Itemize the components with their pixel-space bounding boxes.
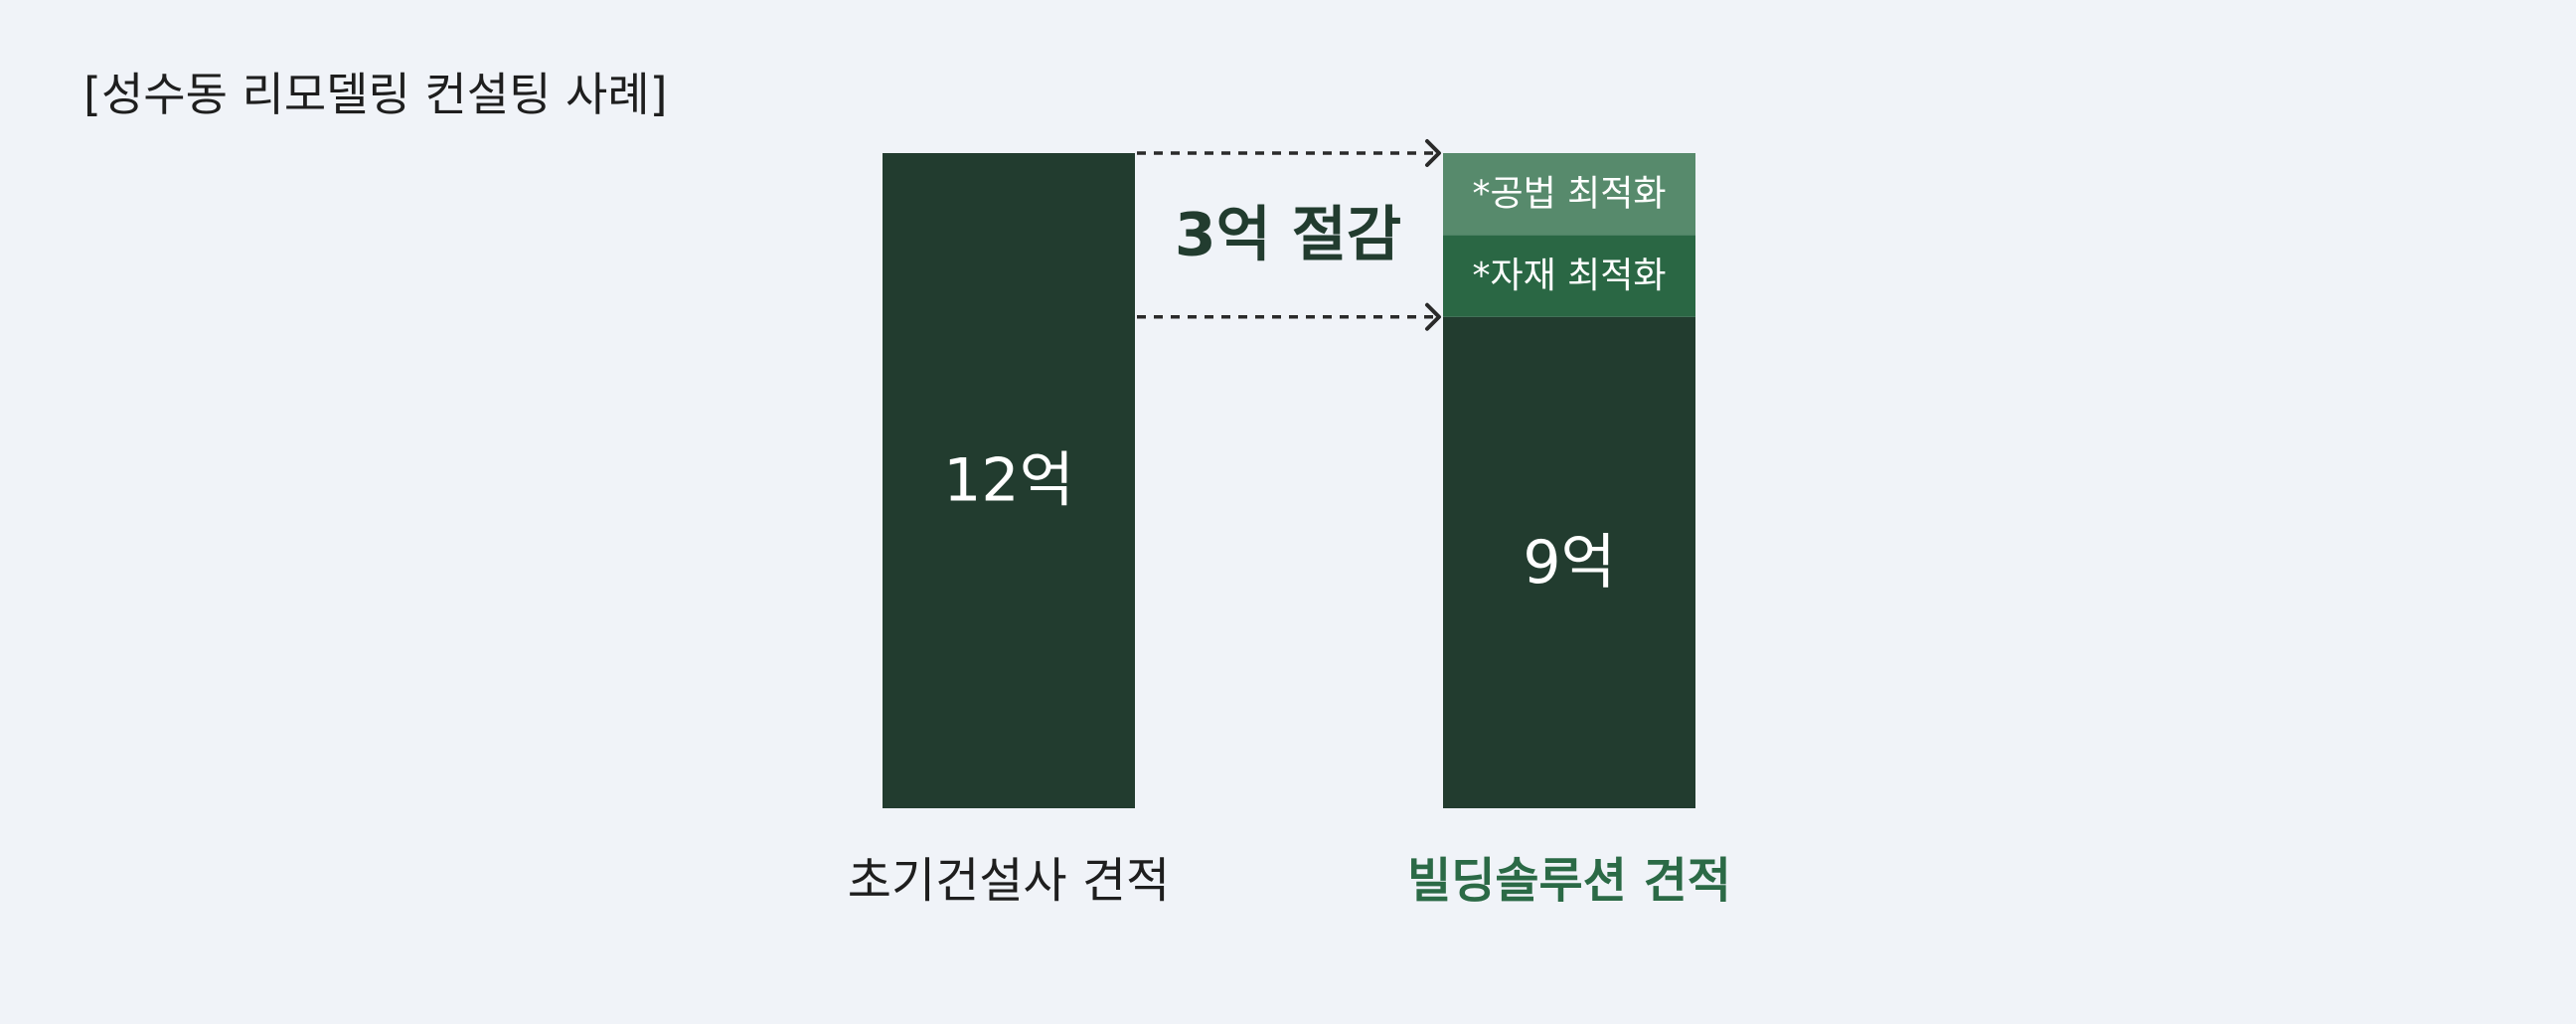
bar-segment-2 <box>1443 153 1695 236</box>
segment-label: *자재 최적화 <box>1472 256 1666 296</box>
saving-guides <box>1137 139 1441 331</box>
page-title: [성수동 리모델링 컨설팅 사례] <box>83 68 668 121</box>
saving-annotation: 3억 절감 <box>1175 200 1401 269</box>
bar-value-label: 12억 <box>943 446 1074 516</box>
bar-value-label: 9억 <box>1523 528 1615 597</box>
arrow-right-icon <box>1425 302 1441 331</box>
chart-bars <box>883 153 1695 808</box>
bar-segment-1 <box>1443 235 1695 317</box>
bar-2 <box>1443 316 1695 808</box>
category-label: 빌딩솔루션 견적 <box>1407 853 1731 909</box>
arrow-right-icon <box>1425 139 1441 167</box>
segment-label: *공법 최적화 <box>1472 174 1666 215</box>
category-label: 초기건설사 견적 <box>848 853 1170 909</box>
bar-1 <box>883 153 1135 808</box>
